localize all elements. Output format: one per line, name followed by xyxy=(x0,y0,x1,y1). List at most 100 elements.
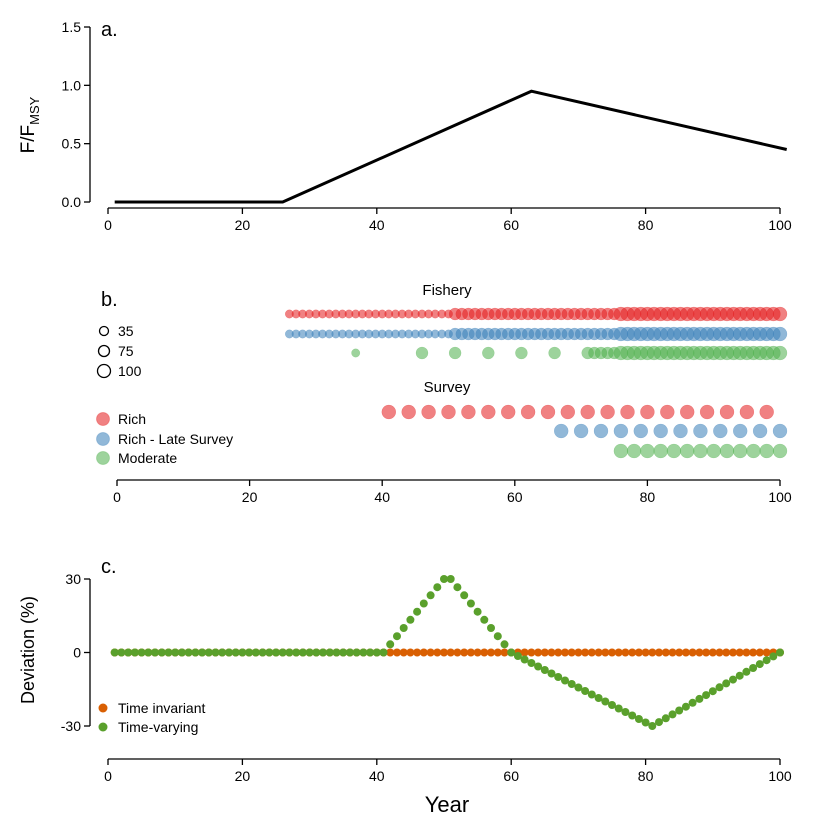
time-varying-point xyxy=(480,615,489,624)
time-invariant-point xyxy=(561,648,569,657)
panel-a-y-tick-label: 0.5 xyxy=(62,136,82,152)
time-invariant-point xyxy=(426,648,435,657)
time-invariant-point xyxy=(487,648,495,657)
survey-point-moderate xyxy=(746,443,761,459)
time-varying-point xyxy=(278,648,287,657)
time-invariant-point xyxy=(393,648,401,657)
survey-point-rich xyxy=(699,404,715,420)
time-varying-point xyxy=(708,687,717,696)
survey-point-moderate xyxy=(640,443,655,459)
deviation-legend-label: Time-varying xyxy=(118,719,198,735)
time-varying-point xyxy=(204,648,213,657)
panel-a-marks xyxy=(114,89,788,204)
time-invariant-point xyxy=(466,648,475,657)
time-varying-point xyxy=(554,673,563,681)
time-invariant-point xyxy=(735,648,744,657)
time-varying-point xyxy=(547,669,556,678)
time-varying-point xyxy=(157,648,166,657)
survey-point-rich_late xyxy=(693,423,708,439)
time-varying-point xyxy=(164,648,173,657)
time-varying-point xyxy=(493,632,502,641)
time-invariant-point xyxy=(594,648,603,657)
time-invariant-point xyxy=(567,648,576,657)
time-varying-point xyxy=(419,599,428,608)
time-varying-point xyxy=(177,648,186,657)
time-invariant-point xyxy=(742,648,751,657)
survey-point-moderate xyxy=(759,443,774,459)
time-invariant-point xyxy=(641,648,650,657)
time-varying-point xyxy=(433,583,442,592)
panel-b-data-availability: b. Fishery Survey 35 75 100 Rich Rich - Lat… xyxy=(96,282,792,505)
time-varying-point xyxy=(198,648,207,657)
survey-point-rich_late xyxy=(772,423,788,439)
fishery-label: Fishery xyxy=(422,282,472,299)
time-varying-point xyxy=(319,648,327,657)
scenario-legend-swatch xyxy=(96,432,110,446)
survey-point-rich xyxy=(640,404,655,420)
time-varying-point xyxy=(359,648,368,657)
time-varying-point xyxy=(251,648,260,657)
time-invariant-point xyxy=(446,648,455,657)
time-varying-point xyxy=(715,683,724,692)
time-varying-point xyxy=(171,648,180,657)
time-varying-point xyxy=(688,698,697,707)
panel-c-ylabel: Deviation (%) xyxy=(18,596,38,704)
time-varying-point xyxy=(231,648,240,657)
time-varying-point xyxy=(681,702,690,711)
time-invariant-point xyxy=(480,648,489,657)
panel-b-x-tick-label: 60 xyxy=(507,489,523,505)
time-invariant-point xyxy=(460,648,469,657)
time-invariant-point xyxy=(433,648,442,657)
f-over-fmsy-line xyxy=(114,89,788,204)
time-invariant-point xyxy=(681,648,690,657)
time-invariant-point xyxy=(581,648,590,657)
time-varying-point xyxy=(399,624,408,632)
time-varying-point xyxy=(567,680,576,688)
time-varying-point xyxy=(446,575,455,583)
time-varying-point xyxy=(742,667,751,676)
panel-a-x-tick-label: 80 xyxy=(638,217,654,233)
survey-point-rich xyxy=(441,404,456,420)
deviation-legend-swatch xyxy=(98,722,108,732)
survey-point-rich xyxy=(421,404,436,420)
fishery-point-moderate xyxy=(351,348,361,358)
time-varying-point xyxy=(117,648,126,657)
survey-point-rich xyxy=(381,404,397,420)
survey-point-rich xyxy=(679,404,695,420)
survey-label: Survey xyxy=(424,379,471,396)
survey-point-rich xyxy=(401,404,416,420)
size-legend: 35 75 100 xyxy=(96,323,142,379)
survey-point-rich_late xyxy=(573,423,589,439)
time-varying-point xyxy=(238,648,247,657)
scenario-legend-label: Moderate xyxy=(118,450,177,466)
time-varying-point xyxy=(218,648,227,657)
survey-point-rich_late xyxy=(752,423,768,439)
time-varying-point xyxy=(500,640,509,649)
panel-b-label: b. xyxy=(101,289,118,311)
time-invariant-point xyxy=(500,648,509,657)
time-varying-point xyxy=(366,648,375,657)
time-invariant-point xyxy=(587,648,596,657)
survey-point-moderate xyxy=(706,443,721,459)
time-varying-point xyxy=(393,632,401,641)
time-invariant-point xyxy=(399,648,408,657)
panel-a-x-tick-label: 100 xyxy=(768,217,792,233)
panel-a-ylabel-subscript: MSY xyxy=(27,96,42,125)
time-invariant-point xyxy=(493,648,502,657)
panel-c-y-tick-label: 0 xyxy=(73,645,81,661)
survey-point-rich xyxy=(461,404,476,420)
panel-c-marks xyxy=(110,575,784,730)
time-varying-point xyxy=(144,648,153,657)
time-invariant-point xyxy=(386,648,395,657)
time-invariant-point xyxy=(634,648,643,657)
panel-a-label: a. xyxy=(101,19,118,41)
survey-point-rich xyxy=(719,404,735,420)
panel-c-x-tick-label: 20 xyxy=(235,768,251,784)
survey-point-moderate xyxy=(666,443,682,459)
fishery-point-rich xyxy=(772,306,788,322)
time-varying-point xyxy=(298,648,307,657)
survey-point-rich_late xyxy=(732,423,748,439)
time-varying-point xyxy=(372,648,381,657)
time-varying-point xyxy=(729,675,737,684)
survey-point-rich_late xyxy=(653,423,668,439)
